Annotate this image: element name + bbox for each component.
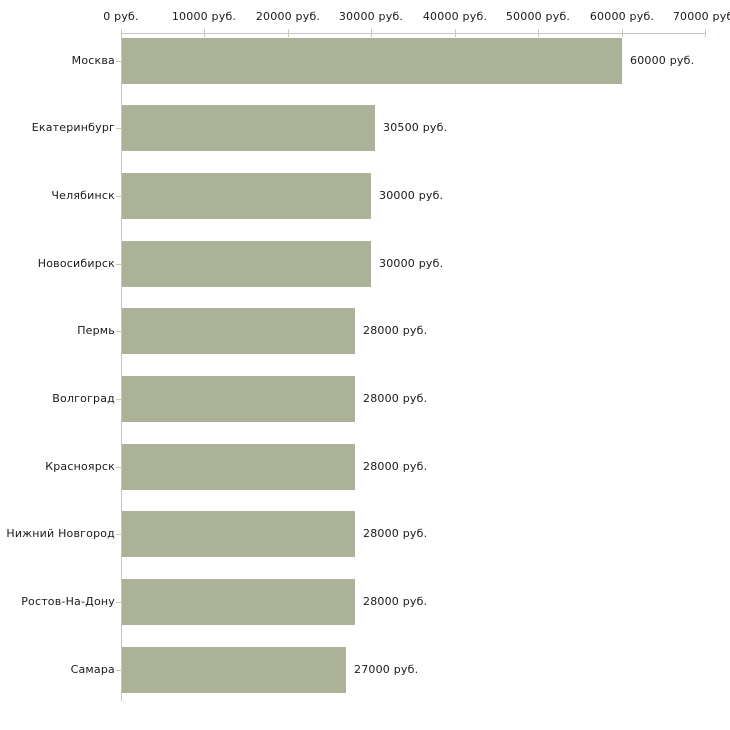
- category-label: Челябинск: [51, 189, 115, 202]
- category-tick-mark: [116, 196, 121, 197]
- category-label: Нижний Новгород: [6, 527, 115, 540]
- value-label: 28000 руб.: [363, 392, 428, 405]
- bar: [122, 511, 355, 557]
- bar: [122, 105, 375, 151]
- value-label: 28000 руб.: [363, 324, 428, 337]
- x-tick-mark: [538, 29, 539, 37]
- bar: [122, 647, 346, 693]
- category-tick-mark: [116, 534, 121, 535]
- category-tick-mark: [116, 61, 121, 62]
- x-tick-mark: [121, 29, 122, 37]
- x-tick-mark: [288, 29, 289, 37]
- x-tick-label: 20000 руб.: [255, 10, 321, 23]
- value-label: 30000 руб.: [379, 257, 444, 270]
- category-label: Новосибирск: [37, 257, 115, 270]
- category-label: Пермь: [77, 324, 115, 337]
- value-label: 60000 руб.: [630, 54, 695, 67]
- bar: [122, 308, 355, 354]
- value-label: 30000 руб.: [379, 189, 444, 202]
- category-label: Красноярск: [45, 460, 115, 473]
- category-tick-mark: [116, 670, 121, 671]
- category-label: Самара: [70, 663, 115, 676]
- category-tick-mark: [116, 264, 121, 265]
- category-tick-mark: [116, 128, 121, 129]
- category-label: Екатеринбург: [31, 121, 115, 134]
- bar: [122, 241, 371, 287]
- x-tick-label: 50000 руб.: [505, 10, 571, 23]
- x-tick-mark: [455, 29, 456, 37]
- value-label: 28000 руб.: [363, 527, 428, 540]
- x-tick-label: 10000 руб.: [171, 10, 237, 23]
- x-tick-mark: [622, 29, 623, 37]
- bar: [122, 173, 371, 219]
- bar: [122, 444, 355, 490]
- bar: [122, 579, 355, 625]
- bar: [122, 38, 622, 84]
- category-label: Волгоград: [52, 392, 115, 405]
- category-tick-mark: [116, 467, 121, 468]
- bar: [122, 376, 355, 422]
- x-axis-line: [121, 33, 706, 34]
- value-label: 30500 руб.: [383, 121, 448, 134]
- x-tick-label: 0 руб.: [103, 10, 139, 23]
- x-tick-label: 70000 руб.: [672, 10, 730, 23]
- category-tick-mark: [116, 399, 121, 400]
- value-label: 27000 руб.: [354, 663, 419, 676]
- category-tick-mark: [116, 602, 121, 603]
- x-tick-label: 40000 руб.: [422, 10, 488, 23]
- category-label: Ростов-На-Дону: [21, 595, 115, 608]
- x-tick-mark: [705, 29, 706, 37]
- category-tick-mark: [116, 331, 121, 332]
- x-tick-mark: [371, 29, 372, 37]
- value-label: 28000 руб.: [363, 460, 428, 473]
- x-tick-mark: [204, 29, 205, 37]
- x-tick-label: 30000 руб.: [338, 10, 404, 23]
- x-tick-label: 60000 руб.: [589, 10, 655, 23]
- category-label: Москва: [71, 54, 115, 67]
- y-axis-line: [121, 33, 122, 701]
- value-label: 28000 руб.: [363, 595, 428, 608]
